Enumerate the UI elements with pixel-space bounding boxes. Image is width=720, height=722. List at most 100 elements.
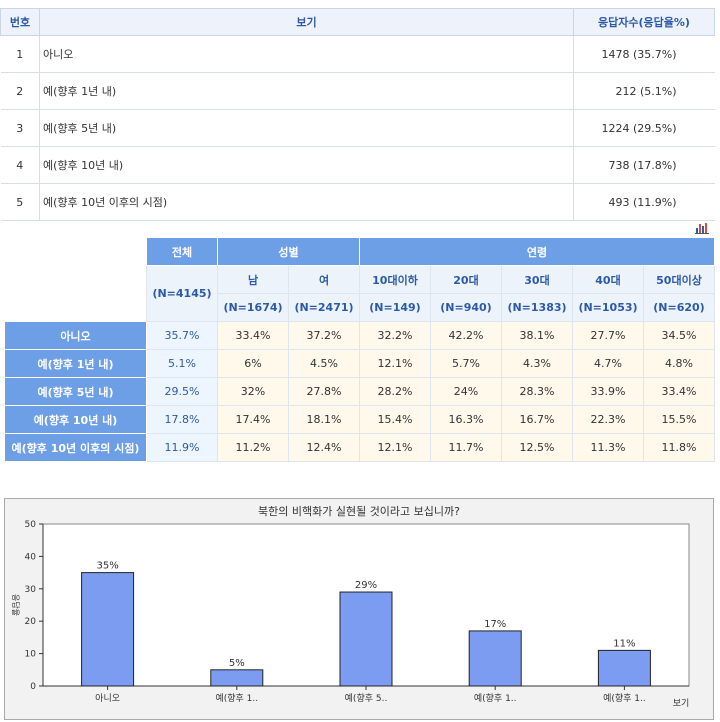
table-row: 2 예(향후 1년 내) 212 (5.1%) — [0, 72, 715, 110]
crosstab-cell: 15.5% — [643, 405, 715, 434]
crosstab-cell: 6% — [217, 349, 289, 378]
crosstab-cell: 17.4% — [217, 405, 289, 434]
answer-option: 예(향후 1년 내) — [39, 72, 574, 110]
bar — [468, 630, 522, 687]
crosstab-cell: 12.4% — [288, 433, 360, 462]
crosstab-table: 전체 성별 연령 (N=4145) 남 여 10대이하 20대 30대 40대 … — [4, 237, 715, 462]
bar-data-label: 35% — [96, 561, 118, 572]
crosstab-cell: 16.7% — [501, 405, 573, 434]
answer-option: 아니오 — [39, 35, 574, 73]
x-tick-label: 예(향후 1.. — [215, 692, 258, 704]
crosstab-cell: 27.8% — [288, 377, 360, 406]
crosstab-cell: 5.7% — [430, 349, 502, 378]
crosstab-row: 예(향후 5년 내) 29.5% 32% 27.8% 28.2% 24% 28.3% 33.9… — [4, 377, 715, 406]
bar — [339, 591, 393, 687]
crosstab-row-label: 예(향후 10년 이후의 시점) — [4, 433, 147, 462]
answer-count: 493 (11.9%) — [573, 183, 715, 221]
answer-num: 2 — [0, 72, 40, 110]
crosstab-corner — [4, 237, 147, 322]
crosstab-cell: 11.8% — [643, 433, 715, 462]
bar-data-label: 5% — [229, 658, 245, 669]
crosstab-row-label: 예(향후 5년 내) — [4, 377, 147, 406]
answer-option: 예(향후 10년 내) — [39, 146, 574, 184]
crosstab-cell: 4.5% — [288, 349, 360, 378]
answer-count: 738 (17.8%) — [573, 146, 715, 184]
crosstab-cell: 32% — [217, 377, 289, 406]
crosstab-cell: 33.4% — [643, 377, 715, 406]
crosstab-cell: 11.7% — [430, 433, 502, 462]
crosstab-cell: 15.4% — [359, 405, 431, 434]
crosstab-col-label: 20대 — [430, 265, 502, 294]
crosstab-cell: 4.7% — [572, 349, 644, 378]
crosstab-cell: 37.2% — [288, 321, 360, 350]
x-axis-label: 보기 — [673, 698, 690, 709]
crosstab-gender-header: 성별 — [217, 237, 360, 266]
answer-table-header: 번호 보기 응답자수(응답율%) — [0, 8, 715, 36]
header-option: 보기 — [39, 8, 574, 36]
y-tick-label: 40 — [25, 552, 37, 562]
crosstab-row: 아니오 35.7% 33.4% 37.2% 32.2% 42.2% 38.1% 27.7% 34… — [4, 321, 715, 350]
crosstab-row: 예(향후 10년 내) 17.8% 17.4% 18.1% 15.4% 16.3% 16.7… — [4, 405, 715, 434]
crosstab-row-label: 예(향후 1년 내) — [4, 349, 147, 378]
crosstab-cell: 22.3% — [572, 405, 644, 434]
crosstab-cell: 16.3% — [430, 405, 502, 434]
answer-table: 번호 보기 응답자수(응답율%) 1 아니오 1478 (35.7%) 2 예(향후 1… — [0, 8, 715, 221]
crosstab-col-label: 10대이하 — [359, 265, 431, 294]
crosstab-col-label: 여 — [288, 265, 360, 294]
answer-num: 3 — [0, 109, 40, 147]
crosstab-cell: 12.1% — [359, 433, 431, 462]
crosstab-col-label: 30대 — [501, 265, 573, 294]
table-row: 4 예(향후 10년 내) 738 (17.8%) — [0, 146, 715, 184]
crosstab-row: 예(향후 10년 이후의 시점) 11.9% 11.2% 12.4% 12.1% 11.7… — [4, 433, 715, 462]
crosstab-col-label: 40대 — [572, 265, 644, 294]
crosstab-col-label: 남 — [217, 265, 289, 294]
crosstab-cell: 24% — [430, 377, 502, 406]
crosstab-col-n: (N=1053) — [572, 293, 644, 322]
crosstab-col-n: (N=1674) — [217, 293, 289, 322]
x-tick-label: 예(향후 5.. — [345, 692, 388, 704]
crosstab-cell: 4.8% — [643, 349, 715, 378]
y-axis-label: 응답율 — [11, 594, 21, 616]
bar-chart-icon[interactable] — [695, 222, 709, 234]
crosstab-col-n: (N=1383) — [501, 293, 573, 322]
crosstab-cell: 12.1% — [359, 349, 431, 378]
crosstab-row: 예(향후 1년 내) 5.1% 6% 4.5% 12.1% 5.7% 4.3% 4.7% 4.8… — [4, 349, 715, 378]
x-tick-label: 예(향후 1.. — [603, 692, 646, 704]
table-row: 1 아니오 1478 (35.7%) — [0, 35, 715, 73]
y-tick-label: 20 — [25, 617, 37, 627]
bar-data-label: 11% — [613, 638, 635, 649]
crosstab-cell: 33.9% — [572, 377, 644, 406]
crosstab-cell: 38.1% — [501, 321, 573, 350]
crosstab-col-n: (N=620) — [643, 293, 715, 322]
answer-num: 4 — [0, 146, 40, 184]
y-tick-label: 30 — [25, 585, 37, 595]
bar-data-label: 17% — [484, 619, 506, 630]
header-count: 응답자수(응답율%) — [573, 8, 715, 36]
y-tick-label: 0 — [30, 682, 36, 692]
bar — [210, 669, 264, 687]
crosstab-total-cell: 35.7% — [146, 321, 218, 350]
crosstab-total-cell: 29.5% — [146, 377, 218, 406]
bar — [597, 649, 651, 687]
crosstab-cell: 33.4% — [217, 321, 289, 350]
crosstab-cell: 4.3% — [501, 349, 573, 378]
bar — [81, 572, 135, 687]
crosstab-total-n: (N=4145) — [146, 265, 218, 322]
crosstab-total-cell: 17.8% — [146, 405, 218, 434]
crosstab-cell: 12.5% — [501, 433, 573, 462]
bar-data-label: 29% — [355, 580, 377, 591]
crosstab-row-label: 아니오 — [4, 321, 147, 350]
header-num: 번호 — [0, 8, 40, 36]
crosstab-total-header: 전체 — [146, 237, 218, 266]
crosstab-cell: 18.1% — [288, 405, 360, 434]
answer-count: 212 (5.1%) — [573, 72, 715, 110]
crosstab-col-label: 50대이상 — [643, 265, 715, 294]
answer-option: 예(향후 10년 이후의 시점) — [39, 183, 574, 221]
crosstab-cell: 28.3% — [501, 377, 573, 406]
y-tick-label: 10 — [25, 650, 37, 660]
answer-num: 1 — [0, 35, 40, 73]
crosstab-total-cell: 11.9% — [146, 433, 218, 462]
crosstab-age-header: 연령 — [359, 237, 715, 266]
crosstab-cell: 28.2% — [359, 377, 431, 406]
answer-num: 5 — [0, 183, 40, 221]
